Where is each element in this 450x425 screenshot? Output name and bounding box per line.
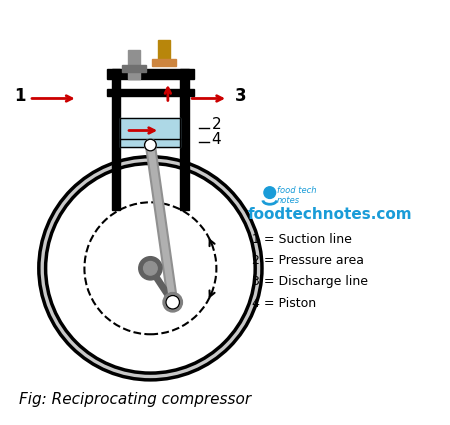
- Bar: [112, 69, 120, 210]
- Text: food tech
notes: food tech notes: [277, 186, 316, 205]
- Circle shape: [264, 187, 275, 198]
- Text: 3: 3: [235, 87, 247, 105]
- Text: 3 = Discharge line: 3 = Discharge line: [252, 275, 368, 289]
- Text: 4: 4: [212, 132, 221, 147]
- Circle shape: [144, 139, 156, 151]
- Bar: [107, 89, 194, 96]
- Circle shape: [39, 157, 262, 380]
- Circle shape: [166, 295, 180, 309]
- Bar: [107, 69, 194, 79]
- Bar: [128, 50, 140, 79]
- Text: 2: 2: [212, 117, 221, 132]
- Bar: [153, 59, 176, 66]
- Bar: [120, 118, 180, 147]
- Bar: [120, 118, 180, 147]
- Circle shape: [144, 261, 157, 275]
- Circle shape: [45, 164, 255, 373]
- Circle shape: [139, 257, 162, 280]
- Bar: [122, 65, 145, 72]
- Text: 4 = Piston: 4 = Piston: [252, 297, 316, 310]
- Bar: [180, 69, 189, 210]
- Bar: [158, 40, 170, 65]
- Text: 1 = Suction line: 1 = Suction line: [252, 232, 352, 246]
- Text: 1: 1: [14, 87, 26, 105]
- Circle shape: [163, 292, 182, 312]
- Text: Fig: Reciprocating compressor: Fig: Reciprocating compressor: [19, 392, 252, 407]
- Text: 2 = Pressure area: 2 = Pressure area: [252, 254, 364, 267]
- Text: foodtechnotes.com: foodtechnotes.com: [248, 207, 412, 222]
